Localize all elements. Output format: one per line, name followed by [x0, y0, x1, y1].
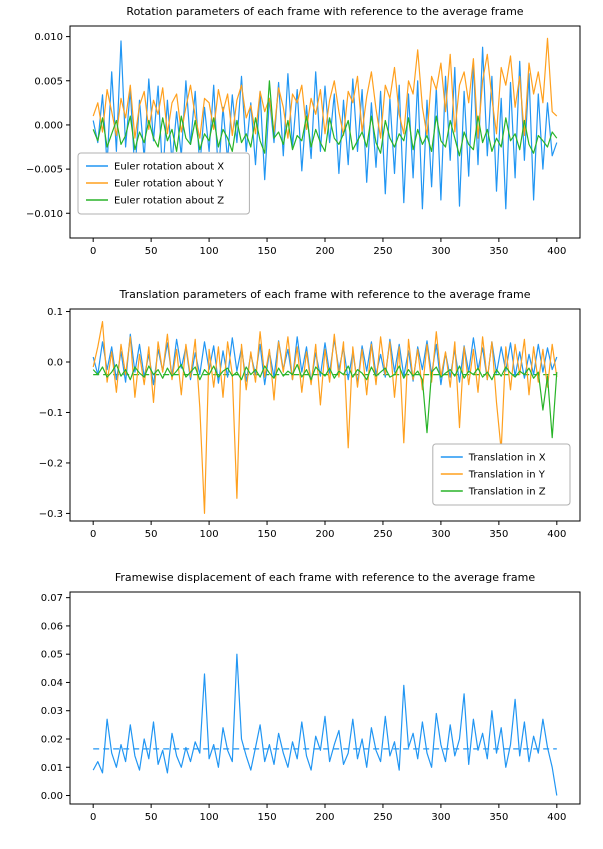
y-tick-label: 0.1: [47, 307, 63, 318]
legend: Translation in X Translation in Y Translat…: [432, 443, 571, 506]
x-tick-label: 50: [145, 529, 158, 540]
translation-chart-block: Translation parameters of each frame wit…: [0, 283, 603, 566]
rotation-chart-title: Rotation parameters of each frame with r…: [126, 5, 524, 18]
y-tick-label: 0.000: [34, 120, 63, 131]
x-tick-label: 400: [547, 246, 566, 257]
fd-chart-block: Framewise displacement of each frame wit…: [0, 566, 603, 849]
series-line-orange: [92, 320, 558, 514]
x-tick-label: 100: [200, 812, 219, 823]
y-tick-label: −0.1: [39, 408, 63, 419]
x-tick-label: 250: [373, 246, 392, 257]
fd-chart-svg: 0 50 100 150 200 250 300 350 400 0.00 0.01 0.02 0.03…: [41, 591, 581, 823]
legend: Euler rotation about X Euler rotation abo…: [77, 152, 250, 215]
x-tick-label: 0: [90, 529, 96, 540]
x-tick-label: 150: [257, 812, 276, 823]
legend-box: [77, 152, 250, 215]
translation-chart-title: Translation parameters of each frame wit…: [119, 288, 531, 301]
x-tick-label: 150: [257, 246, 276, 257]
x-tick-label: 0: [90, 812, 96, 823]
y-tick-label: 0.0: [47, 358, 63, 369]
x-tick-label: 300: [431, 529, 450, 540]
legend-label: Translation in Z: [468, 487, 546, 498]
y-tick-label: −0.005: [26, 165, 63, 176]
legend-label: Euler rotation about Z: [114, 196, 224, 207]
x-tick-label: 50: [145, 246, 158, 257]
y-tick-label: 0.005: [34, 76, 63, 87]
y-tick-label: 0.01: [41, 763, 63, 774]
x-tick-label: 250: [373, 812, 392, 823]
y-tick-label: 0.07: [41, 593, 63, 604]
x-tick-label: 50: [145, 812, 158, 823]
x-tick-label: 200: [315, 812, 334, 823]
y-tick-label: −0.3: [39, 509, 63, 520]
x-tick-label: 150: [257, 529, 276, 540]
legend-label: Euler rotation about X: [114, 162, 224, 173]
y-tick-label: −0.2: [39, 458, 63, 469]
x-tick-label: 250: [373, 529, 392, 540]
series-line-green: [92, 363, 558, 439]
x-tick-label: 0: [90, 246, 96, 257]
x-tick-label: 200: [315, 529, 334, 540]
translation-chart-svg: 0 50 100 150 200 250 300 350 400 0.1 0.0 −0.1 −0.2 −0…: [39, 307, 581, 540]
series-line-orange: [92, 37, 558, 139]
y-tick-label: 0.06: [41, 621, 63, 632]
y-tick-label: −0.010: [26, 209, 63, 220]
plot-frame: [69, 308, 581, 522]
x-tick-label: 350: [489, 529, 508, 540]
x-tick-label: 400: [547, 529, 566, 540]
y-tick-label: 0.00: [41, 791, 63, 802]
rotation-chart-block: Rotation parameters of each frame with r…: [0, 0, 603, 283]
x-tick-label: 100: [200, 246, 219, 257]
rotation-chart-svg: 0 50 100 150 200 250 300 350 400 0.010 0.005 0.000 −…: [26, 25, 581, 257]
series-line-green: [92, 80, 558, 157]
x-tick-label: 200: [315, 246, 334, 257]
series-line-blue: [92, 653, 558, 796]
y-tick-label: 0.02: [41, 734, 63, 745]
x-tick-label: 400: [547, 812, 566, 823]
fd-chart-title: Framewise displacement of each frame wit…: [114, 571, 536, 584]
x-tick-label: 300: [431, 812, 450, 823]
plot-frame: [69, 25, 581, 239]
x-tick-label: 350: [489, 246, 508, 257]
y-tick-label: 0.04: [41, 678, 63, 689]
y-tick-label: 0.03: [41, 706, 63, 717]
x-tick-label: 300: [431, 246, 450, 257]
legend-box: [432, 443, 571, 506]
legend-label: Translation in X: [468, 453, 546, 464]
legend-label: Translation in Y: [468, 470, 546, 481]
legend-label: Euler rotation about Y: [114, 179, 224, 190]
x-tick-label: 350: [489, 812, 508, 823]
y-tick-label: 0.05: [41, 650, 63, 661]
y-tick-label: 0.010: [34, 32, 63, 43]
plot-frame: [69, 591, 581, 805]
x-tick-label: 100: [200, 529, 219, 540]
